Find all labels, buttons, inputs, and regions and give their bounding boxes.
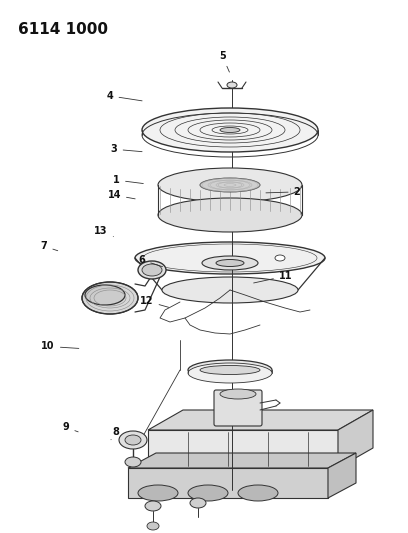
Text: 5: 5 xyxy=(219,51,229,72)
FancyBboxPatch shape xyxy=(214,390,262,426)
Ellipse shape xyxy=(216,260,244,266)
Ellipse shape xyxy=(188,363,272,383)
Ellipse shape xyxy=(135,242,325,274)
Text: 14: 14 xyxy=(107,190,135,200)
Ellipse shape xyxy=(227,82,237,88)
Polygon shape xyxy=(328,453,356,498)
Ellipse shape xyxy=(188,485,228,501)
Ellipse shape xyxy=(138,261,166,279)
Ellipse shape xyxy=(162,277,298,303)
Ellipse shape xyxy=(202,256,258,270)
Ellipse shape xyxy=(142,108,318,152)
Ellipse shape xyxy=(220,389,256,399)
Polygon shape xyxy=(128,453,356,468)
Polygon shape xyxy=(338,410,373,468)
Ellipse shape xyxy=(200,366,260,375)
Ellipse shape xyxy=(200,178,260,192)
Ellipse shape xyxy=(138,485,178,501)
Ellipse shape xyxy=(85,285,125,305)
Text: 6: 6 xyxy=(139,255,163,266)
Text: 3: 3 xyxy=(111,144,142,154)
Ellipse shape xyxy=(190,498,206,508)
Text: 4: 4 xyxy=(107,91,142,101)
Polygon shape xyxy=(148,410,373,430)
Ellipse shape xyxy=(145,501,161,511)
Text: 2: 2 xyxy=(266,187,300,197)
Text: 1: 1 xyxy=(113,175,143,185)
Ellipse shape xyxy=(119,431,147,449)
Ellipse shape xyxy=(142,264,162,276)
Text: 6114 1000: 6114 1000 xyxy=(18,22,108,37)
Text: 7: 7 xyxy=(41,241,58,251)
Ellipse shape xyxy=(158,198,302,232)
Polygon shape xyxy=(148,430,338,468)
Text: 9: 9 xyxy=(63,423,78,432)
Ellipse shape xyxy=(188,360,272,380)
Polygon shape xyxy=(128,468,328,498)
Ellipse shape xyxy=(125,435,141,445)
Ellipse shape xyxy=(147,522,159,530)
Ellipse shape xyxy=(238,485,278,501)
Ellipse shape xyxy=(82,282,138,314)
Ellipse shape xyxy=(158,168,302,202)
Text: 10: 10 xyxy=(41,342,79,351)
Text: 11: 11 xyxy=(254,271,293,283)
Ellipse shape xyxy=(275,255,285,261)
Text: 13: 13 xyxy=(94,227,113,237)
Ellipse shape xyxy=(125,457,141,467)
Ellipse shape xyxy=(220,127,240,133)
Text: 12: 12 xyxy=(140,296,169,308)
Text: 8: 8 xyxy=(111,427,120,440)
